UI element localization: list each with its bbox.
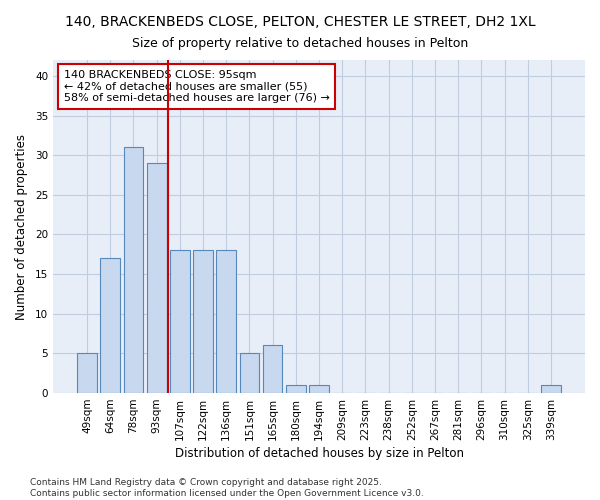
Text: 140, BRACKENBEDS CLOSE, PELTON, CHESTER LE STREET, DH2 1XL: 140, BRACKENBEDS CLOSE, PELTON, CHESTER … bbox=[65, 15, 535, 29]
Bar bbox=[239, 354, 259, 393]
Text: Contains HM Land Registry data © Crown copyright and database right 2025.
Contai: Contains HM Land Registry data © Crown c… bbox=[30, 478, 424, 498]
Text: Size of property relative to detached houses in Pelton: Size of property relative to detached ho… bbox=[132, 38, 468, 51]
X-axis label: Distribution of detached houses by size in Pelton: Distribution of detached houses by size … bbox=[175, 447, 464, 460]
Text: 140 BRACKENBEDS CLOSE: 95sqm
← 42% of detached houses are smaller (55)
58% of se: 140 BRACKENBEDS CLOSE: 95sqm ← 42% of de… bbox=[64, 70, 329, 103]
Bar bbox=[170, 250, 190, 393]
Bar bbox=[217, 250, 236, 393]
Bar bbox=[100, 258, 120, 393]
Bar bbox=[309, 385, 329, 393]
Bar bbox=[77, 354, 97, 393]
Bar bbox=[124, 147, 143, 393]
Bar bbox=[286, 385, 305, 393]
Bar bbox=[263, 346, 283, 393]
Bar bbox=[193, 250, 213, 393]
Y-axis label: Number of detached properties: Number of detached properties bbox=[15, 134, 28, 320]
Bar bbox=[541, 385, 561, 393]
Bar bbox=[147, 163, 167, 393]
